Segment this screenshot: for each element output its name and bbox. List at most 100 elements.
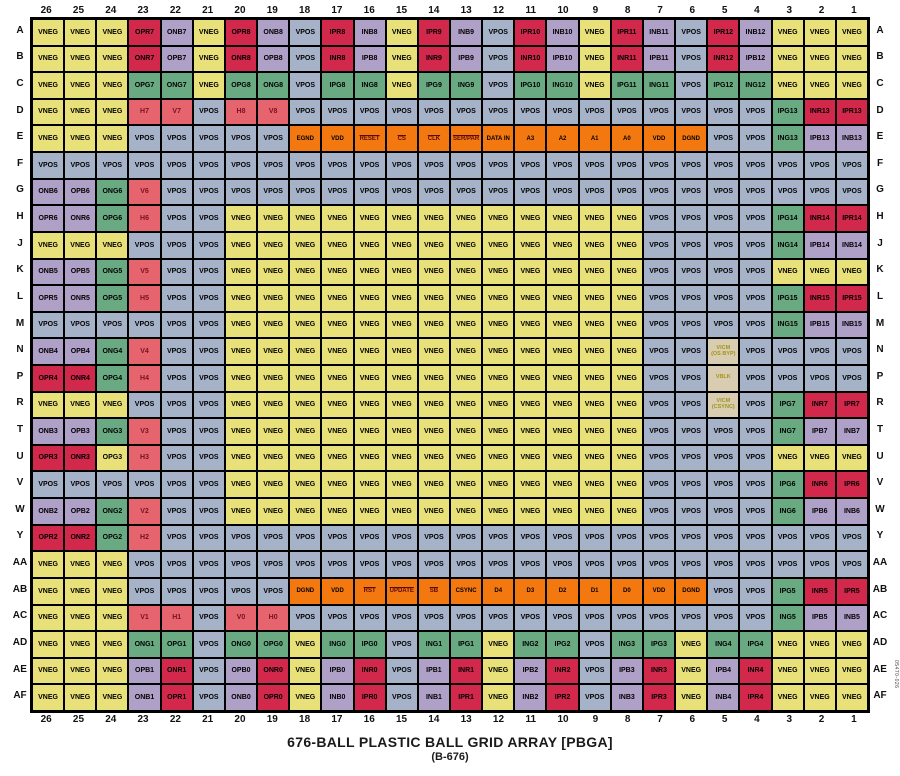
ball-K20: VNEG — [224, 258, 258, 286]
ball-B15: VNEG — [385, 45, 418, 73]
ball-Y25: ONR2 — [64, 524, 97, 552]
row-label-H: H — [876, 211, 884, 223]
ball-AC24: VNEG — [96, 604, 129, 632]
row-label-T: T — [16, 424, 24, 436]
ball-C2: VNEG — [803, 72, 836, 99]
ball-U15: VNEG — [385, 444, 418, 472]
ball-T2: IPB7 — [803, 418, 836, 445]
ball-U13: VNEG — [450, 444, 483, 472]
ball-M2: IPB15 — [803, 311, 836, 339]
ball-AD5: ING4 — [707, 631, 740, 658]
ball-W17: VNEG — [321, 498, 354, 525]
ball-F21: VPOS — [192, 152, 225, 179]
ball-U4: VPOS — [739, 444, 772, 472]
ball-AA5: VPOS — [707, 551, 740, 578]
ball-N10: VNEG — [546, 338, 579, 365]
ball-F2: VPOS — [803, 152, 836, 179]
ball-D18: VPOS — [289, 98, 322, 126]
ball-N17: VNEG — [321, 338, 354, 365]
ball-V6: VPOS — [675, 471, 708, 499]
ball-AA20: VPOS — [224, 551, 258, 578]
ball-AC1: INB5 — [835, 604, 868, 632]
ball-G25: OPB6 — [64, 178, 97, 206]
ball-T21: VPOS — [192, 418, 225, 445]
ball-T15: VNEG — [385, 418, 418, 445]
ball-AD4: IPG4 — [739, 631, 772, 658]
ball-G5: VPOS — [707, 178, 740, 206]
ball-K1: VNEG — [835, 258, 868, 286]
ball-AF26: VNEG — [32, 684, 65, 711]
col-label-24: 24 — [105, 714, 117, 725]
ball-G20: VPOS — [224, 178, 258, 206]
ball-AA4: VPOS — [739, 551, 772, 578]
ball-U5: VPOS — [707, 444, 740, 472]
ball-F13: VPOS — [450, 152, 483, 179]
col-label-13: 13 — [460, 5, 472, 16]
ball-P13: VNEG — [450, 365, 483, 392]
ball-T25: OPB3 — [64, 418, 97, 445]
ball-C22: ONG7 — [160, 72, 193, 99]
ball-K4: VPOS — [739, 258, 772, 286]
ball-AF23: ONB1 — [128, 684, 161, 711]
ball-P22: VPOS — [160, 365, 193, 392]
ball-F3: VPOS — [771, 152, 804, 179]
ball-R23: VPOS — [128, 391, 161, 419]
col-label-15: 15 — [395, 5, 408, 16]
col-label-8: 8 — [624, 5, 631, 16]
figure-number: 05470-026 — [893, 660, 899, 689]
ball-AA23: VPOS — [128, 551, 161, 578]
ball-AA26: VNEG — [32, 551, 65, 578]
ball-AC26: VNEG — [32, 604, 65, 632]
ball-AF1: VNEG — [835, 684, 868, 711]
ball-AF20: ONB0 — [224, 684, 258, 711]
ball-D12: VPOS — [482, 98, 515, 126]
ball-AA16: VPOS — [353, 551, 386, 578]
ball-W7: VPOS — [642, 498, 676, 525]
ball-E26: VNEG — [32, 125, 65, 153]
ball-AF5: INB4 — [707, 684, 740, 711]
ball-V10: VNEG — [546, 471, 579, 499]
ball-Y26: OPR2 — [32, 524, 65, 552]
ball-AC21: VPOS — [192, 604, 225, 632]
col-label-17: 17 — [331, 714, 343, 725]
ball-G7: VPOS — [642, 178, 676, 206]
ball-V8: VNEG — [610, 471, 643, 499]
figure-caption: 676-BALL PLASTIC BALL GRID ARRAY [PBGA] … — [0, 734, 900, 763]
col-label-1: 1 — [851, 714, 857, 725]
ball-AA18: VPOS — [289, 551, 322, 578]
ball-V16: VNEG — [353, 471, 386, 499]
ball-V4: VPOS — [739, 471, 772, 499]
ball-L23: H5 — [128, 285, 161, 312]
ball-C11: IPG10 — [514, 72, 547, 99]
ball-B10: IPB10 — [546, 45, 579, 73]
ball-AF19: OPR0 — [257, 684, 290, 711]
ball-B1: VNEG — [835, 45, 868, 73]
ball-AE4: INR4 — [739, 657, 772, 685]
ball-AA3: VPOS — [771, 551, 804, 578]
ball-R17: VNEG — [321, 391, 354, 419]
ball-Y17: VPOS — [321, 524, 354, 552]
row-labels-right: A B C D E F G H J K L M N P R T U V W Y AA AB AC AD AE AF — [870, 17, 890, 709]
ball-E14: CLK — [417, 125, 450, 153]
ball-U18: VNEG — [289, 444, 322, 472]
ball-U23: H3 — [128, 444, 161, 472]
ball-N7: VPOS — [642, 338, 676, 365]
col-label-20: 20 — [234, 5, 246, 16]
ball-F7: VPOS — [642, 152, 676, 179]
ball-C10: ING10 — [546, 72, 579, 99]
ball-G16: VPOS — [353, 178, 386, 206]
ball-P12: VNEG — [482, 365, 515, 392]
row-label-G: G — [876, 184, 884, 196]
ball-P7: VPOS — [642, 365, 676, 392]
ball-P16: VNEG — [353, 365, 386, 392]
ball-P15: VNEG — [385, 365, 418, 392]
ball-AF18: VNEG — [289, 684, 322, 711]
row-label-AE: AE — [13, 663, 27, 675]
ball-E9: A1 — [578, 125, 611, 153]
ball-T3: ING7 — [771, 418, 804, 445]
ball-L20: VNEG — [224, 285, 258, 312]
col-label-17: 17 — [331, 5, 343, 16]
col-label-16: 16 — [363, 5, 375, 16]
ball-AE24: VNEG — [96, 657, 129, 685]
ball-AC17: VPOS — [321, 604, 354, 632]
